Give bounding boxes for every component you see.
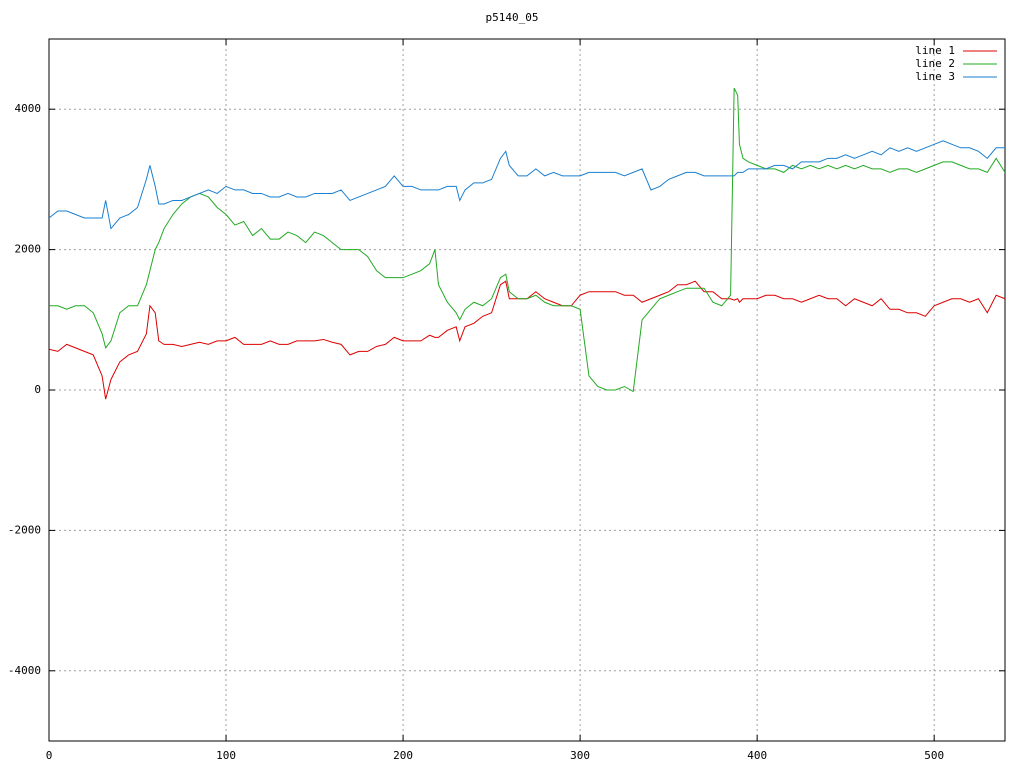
data-line — [48, 280, 1006, 400]
x-tick-label: 400 — [747, 749, 767, 762]
x-tick-label: 500 — [924, 749, 944, 762]
x-tick-label: 100 — [216, 749, 236, 762]
x-tick-label: 300 — [570, 749, 590, 762]
y-tick-label: 0 — [34, 383, 41, 396]
y-tick-label: -4000 — [8, 664, 41, 677]
legend-label: line 2 — [915, 57, 955, 70]
x-tick-label: 200 — [393, 749, 413, 762]
y-tick-label: -2000 — [8, 523, 41, 536]
plot-frame — [48, 38, 1006, 742]
data-line — [48, 140, 1005, 230]
chart-title: p5140_05 — [486, 11, 539, 24]
legend-label: line 1 — [915, 44, 955, 57]
x-tick-label: 0 — [46, 749, 53, 762]
y-tick-label: 2000 — [15, 243, 42, 256]
legend-label: line 3 — [915, 70, 955, 83]
y-tick-label: 4000 — [15, 102, 42, 115]
